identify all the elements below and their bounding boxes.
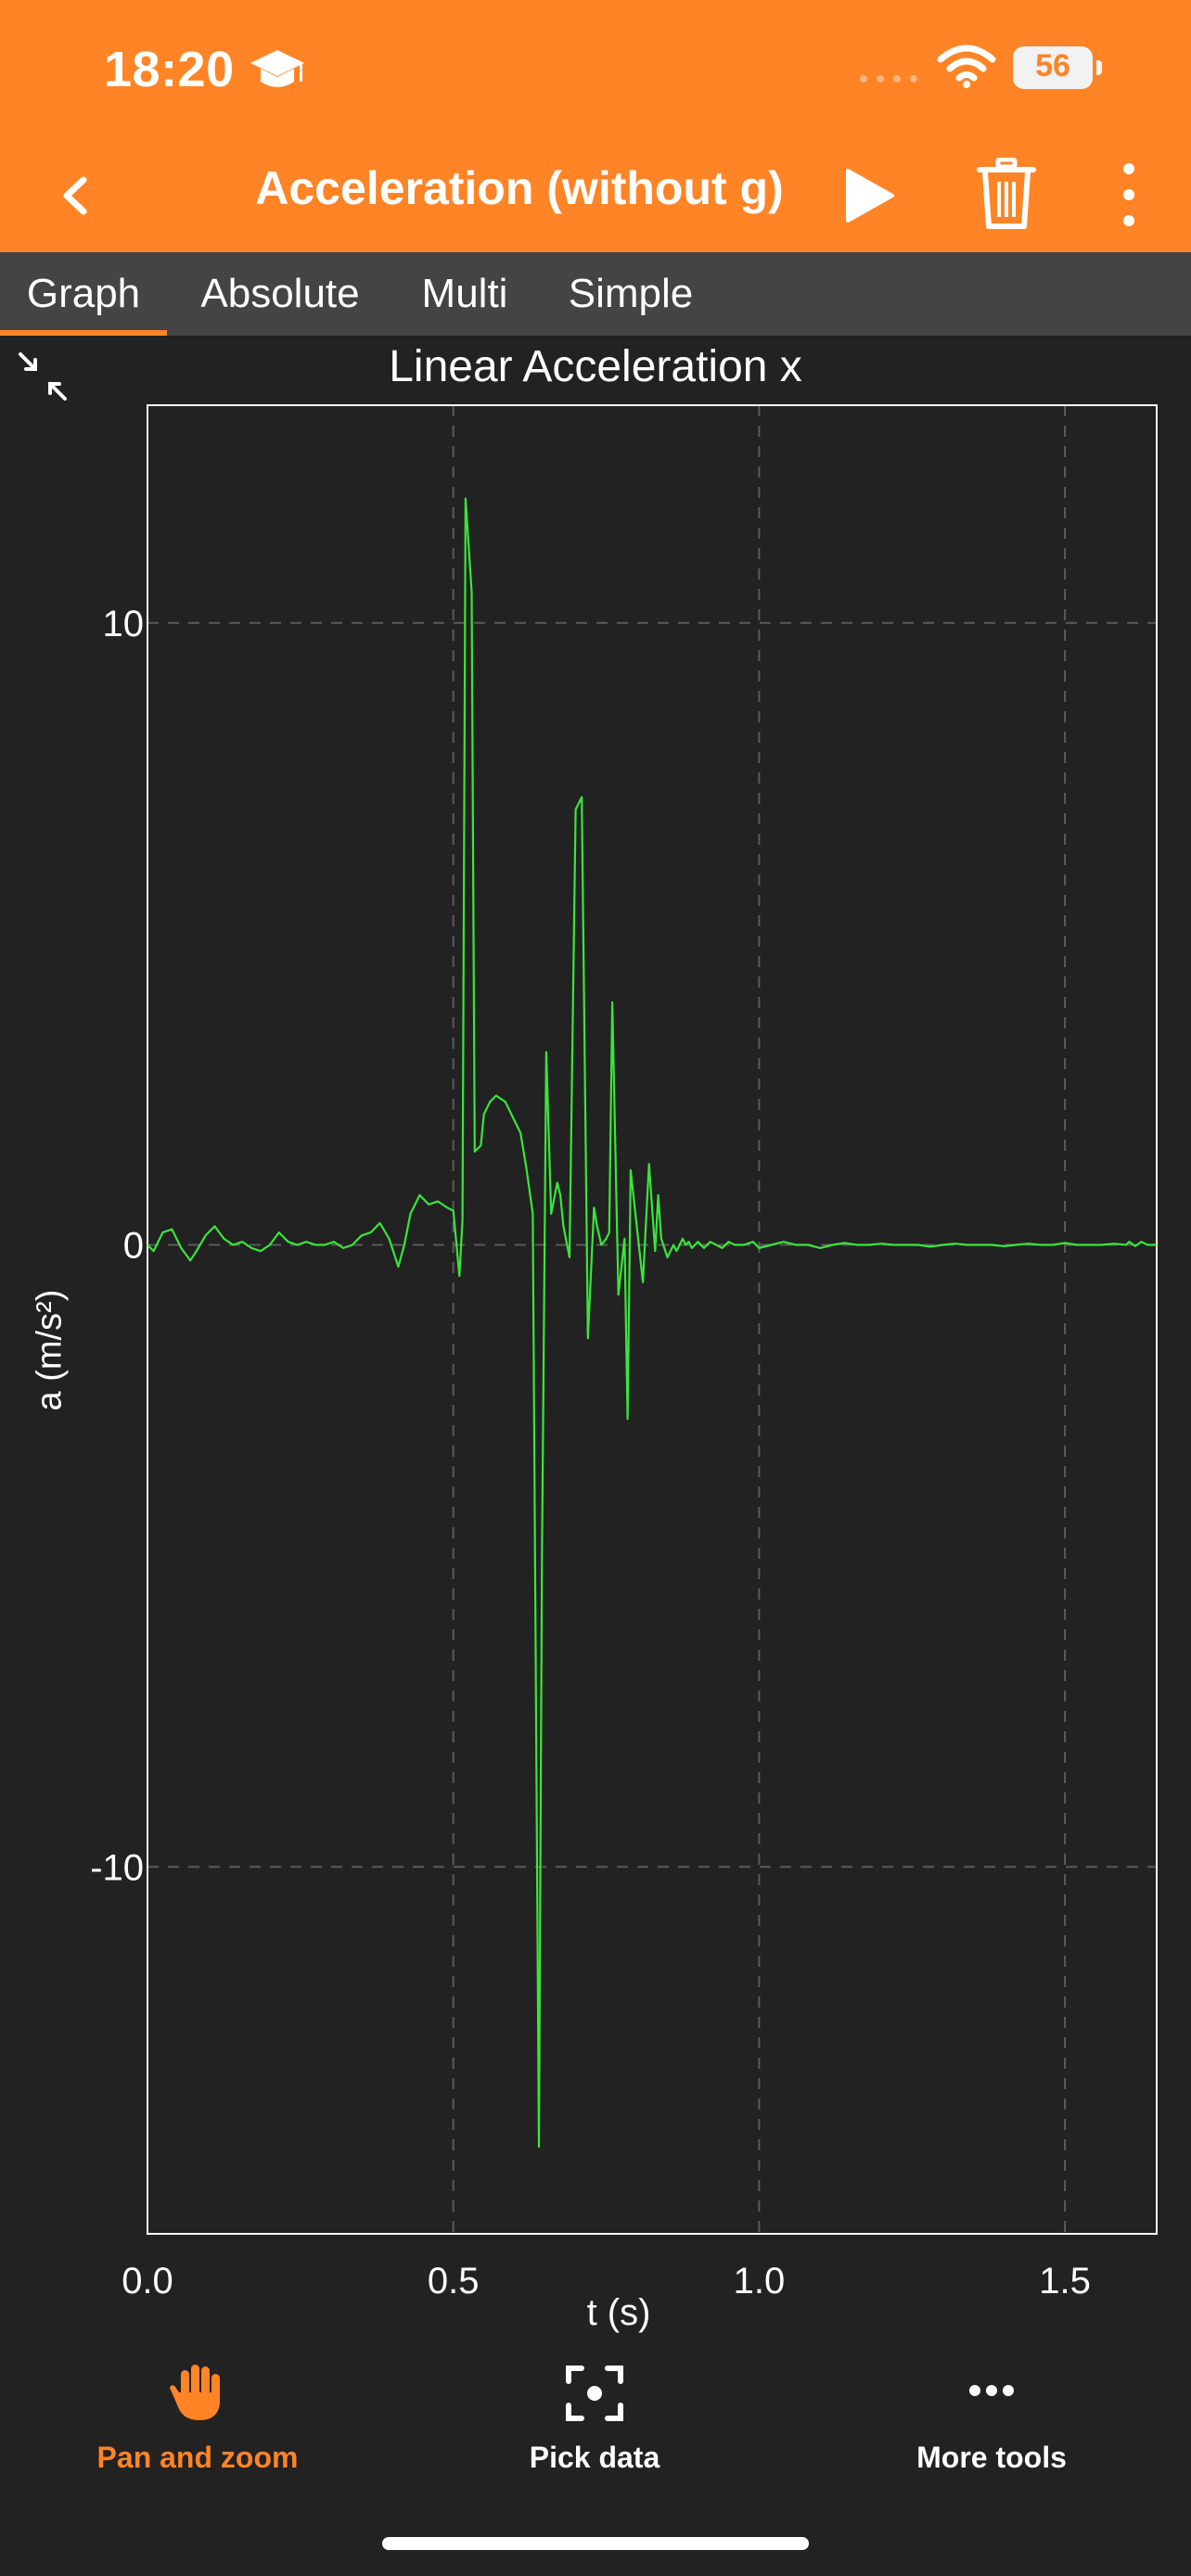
battery-level: 56: [1035, 48, 1070, 83]
tool-label: Pan and zoom: [96, 2441, 299, 2474]
acceleration-chart[interactable]: 0.0 0.5 1.0 1.5 10 0 -10: [0, 399, 1191, 2355]
pick-data-icon: [566, 2366, 623, 2421]
bottom-toolbar: Pan and zoom Pick data More tools: [0, 2337, 1191, 2476]
x-tick-label: 1.5: [1039, 2261, 1091, 2302]
back-chevron-icon[interactable]: [52, 169, 98, 223]
x-tick-label: 0.0: [122, 2261, 173, 2302]
tab-label: Graph: [26, 271, 141, 316]
home-indicator: [382, 2537, 809, 2550]
graduation-cap-icon: [250, 50, 304, 87]
plot-frame: [147, 404, 1158, 2235]
battery-icon: [1013, 46, 1093, 89]
active-tab-indicator: [0, 330, 167, 336]
status-time: 18:20: [104, 42, 235, 97]
more-tools-button[interactable]: More tools: [852, 2337, 1131, 2476]
cellular-signal-icon: [860, 75, 917, 83]
hand-icon: [170, 2365, 220, 2420]
trash-icon[interactable]: [974, 158, 1039, 232]
y-tick-label: 10: [103, 604, 145, 644]
tool-label: More tools: [916, 2441, 1067, 2474]
tab-graph[interactable]: Graph: [0, 252, 167, 336]
chart-title: Linear Acceleration x: [389, 342, 802, 391]
x-tick-label: 1.0: [734, 2261, 786, 2302]
tab-simple[interactable]: Simple: [549, 252, 712, 336]
y-axis-label: a (m/s²): [30, 1289, 70, 1411]
page-title: Acceleration (without g): [255, 162, 784, 214]
y-tick-label: 0: [123, 1226, 144, 1267]
nav-bar: Acceleration (without g): [0, 139, 1191, 252]
tab-label: Multi: [421, 271, 508, 316]
collapse-icon[interactable]: [17, 351, 69, 402]
series-line: [147, 497, 1157, 2149]
x-axis-label: t (s): [586, 2292, 651, 2333]
view-tabs: Graph Absolute Multi Simple: [0, 252, 1191, 336]
more-vertical-icon[interactable]: [1113, 158, 1145, 232]
x-tick-label: 0.5: [428, 2261, 480, 2302]
status-bar: 18:20 56: [0, 0, 1191, 139]
tab-label: Simple: [568, 271, 694, 316]
pick-data-button[interactable]: Pick data: [455, 2337, 734, 2476]
tab-absolute[interactable]: Absolute: [178, 252, 382, 336]
more-horizontal-icon: [969, 2385, 1014, 2396]
tab-multi[interactable]: Multi: [403, 252, 527, 336]
wifi-icon: [937, 45, 996, 88]
pan-and-zoom-button[interactable]: Pan and zoom: [58, 2337, 337, 2476]
tool-label: Pick data: [529, 2441, 660, 2474]
app-header: 18:20 56: [0, 0, 1191, 252]
y-tick-label: -10: [90, 1847, 144, 1888]
y-axis-label-container: a (m/s²): [22, 1290, 78, 1411]
play-icon[interactable]: [835, 163, 900, 228]
tab-label: Absolute: [200, 271, 360, 316]
battery-indicator: 56: [1013, 46, 1104, 89]
